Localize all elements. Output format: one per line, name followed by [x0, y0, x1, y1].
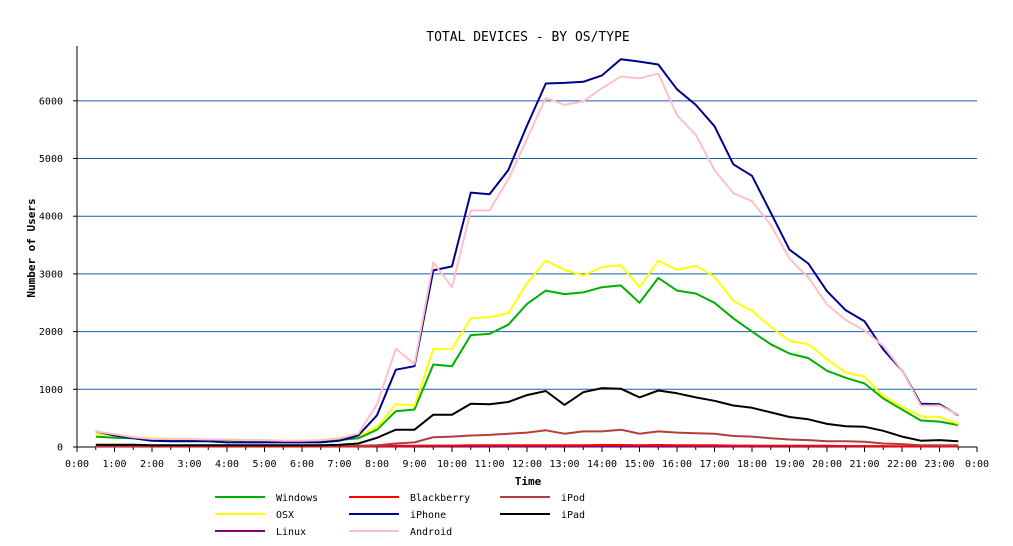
series-line-android [95, 72, 959, 442]
series-line-ipad [95, 387, 959, 447]
x-tick-label: 10:00 [437, 459, 467, 470]
x-tick-label: 19:00 [774, 459, 804, 470]
y-tick-label: 3000 [39, 269, 63, 280]
x-tick-label: 16:00 [662, 459, 692, 470]
y-axis-title: Number of Users [25, 198, 38, 297]
x-tick-label: 4:00 [215, 459, 239, 470]
chart-title: TOTAL DEVICES - BY OS/TYPE [426, 30, 630, 45]
legend-label-blackberry: Blackberry [410, 493, 470, 504]
axes [76, 46, 977, 448]
y-axis-ticks: 0 1000 2000 3000 4000 5000 6000 [39, 96, 77, 454]
x-tick-label: 22:00 [887, 459, 917, 470]
x-tick-label: 21:00 [849, 459, 879, 470]
x-tick-label: 8:00 [365, 459, 389, 470]
x-axis-title: Time [515, 475, 542, 488]
x-tick-label: 13:00 [549, 459, 579, 470]
y-tick-label: 2000 [39, 327, 63, 338]
x-tick-label: 15:00 [624, 459, 654, 470]
grid [77, 100, 977, 390]
x-tick-label: 14:00 [587, 459, 617, 470]
x-tick-label: 17:00 [699, 459, 729, 470]
x-tick-label: 1:00 [102, 459, 126, 470]
y-tick-label: 5000 [39, 154, 63, 165]
y-tick-label: 4000 [39, 212, 63, 223]
series-line-ipod [95, 428, 959, 447]
x-tick-label: 20:00 [812, 459, 842, 470]
legend-label-android: Android [410, 527, 452, 538]
legend-label-linux: Linux [276, 527, 306, 538]
legend-label-ipad: iPad [561, 510, 585, 521]
x-tick-label: 11:00 [474, 459, 504, 470]
legend-label-iphone: iPhone [410, 510, 446, 521]
x-tick-label: 0:00 [965, 459, 989, 470]
x-tick-label: 3:00 [177, 459, 201, 470]
y-tick-label: 1000 [39, 385, 63, 396]
legend: Windows OSX Linux Blackberry iPhone Android iP… [215, 493, 585, 538]
series-lines [95, 58, 959, 448]
x-tick-label: 0:00 [65, 459, 89, 470]
y-tick-label: 6000 [39, 96, 63, 107]
y-tick-label: 0 [57, 443, 63, 454]
x-tick-label: 5:00 [252, 459, 276, 470]
x-tick-label: 6:00 [290, 459, 314, 470]
x-tick-label: 23:00 [924, 459, 954, 470]
x-tick-label: 12:00 [512, 459, 542, 470]
x-tick-label: 9:00 [402, 459, 426, 470]
legend-label-ipod: iPod [561, 493, 585, 504]
legend-label-windows: Windows [276, 493, 318, 504]
series-line-iphone [95, 58, 959, 444]
x-axis-ticks: 0:00 1:00 2:00 3:00 4:00 5:00 6:00 7:00 8:00 9:00… [65, 447, 989, 470]
legend-label-osx: OSX [276, 510, 294, 521]
x-tick-label: 7:00 [327, 459, 351, 470]
x-tick-label: 18:00 [737, 459, 767, 470]
series-line-osx [95, 259, 959, 442]
x-tick-label: 2:00 [140, 459, 164, 470]
